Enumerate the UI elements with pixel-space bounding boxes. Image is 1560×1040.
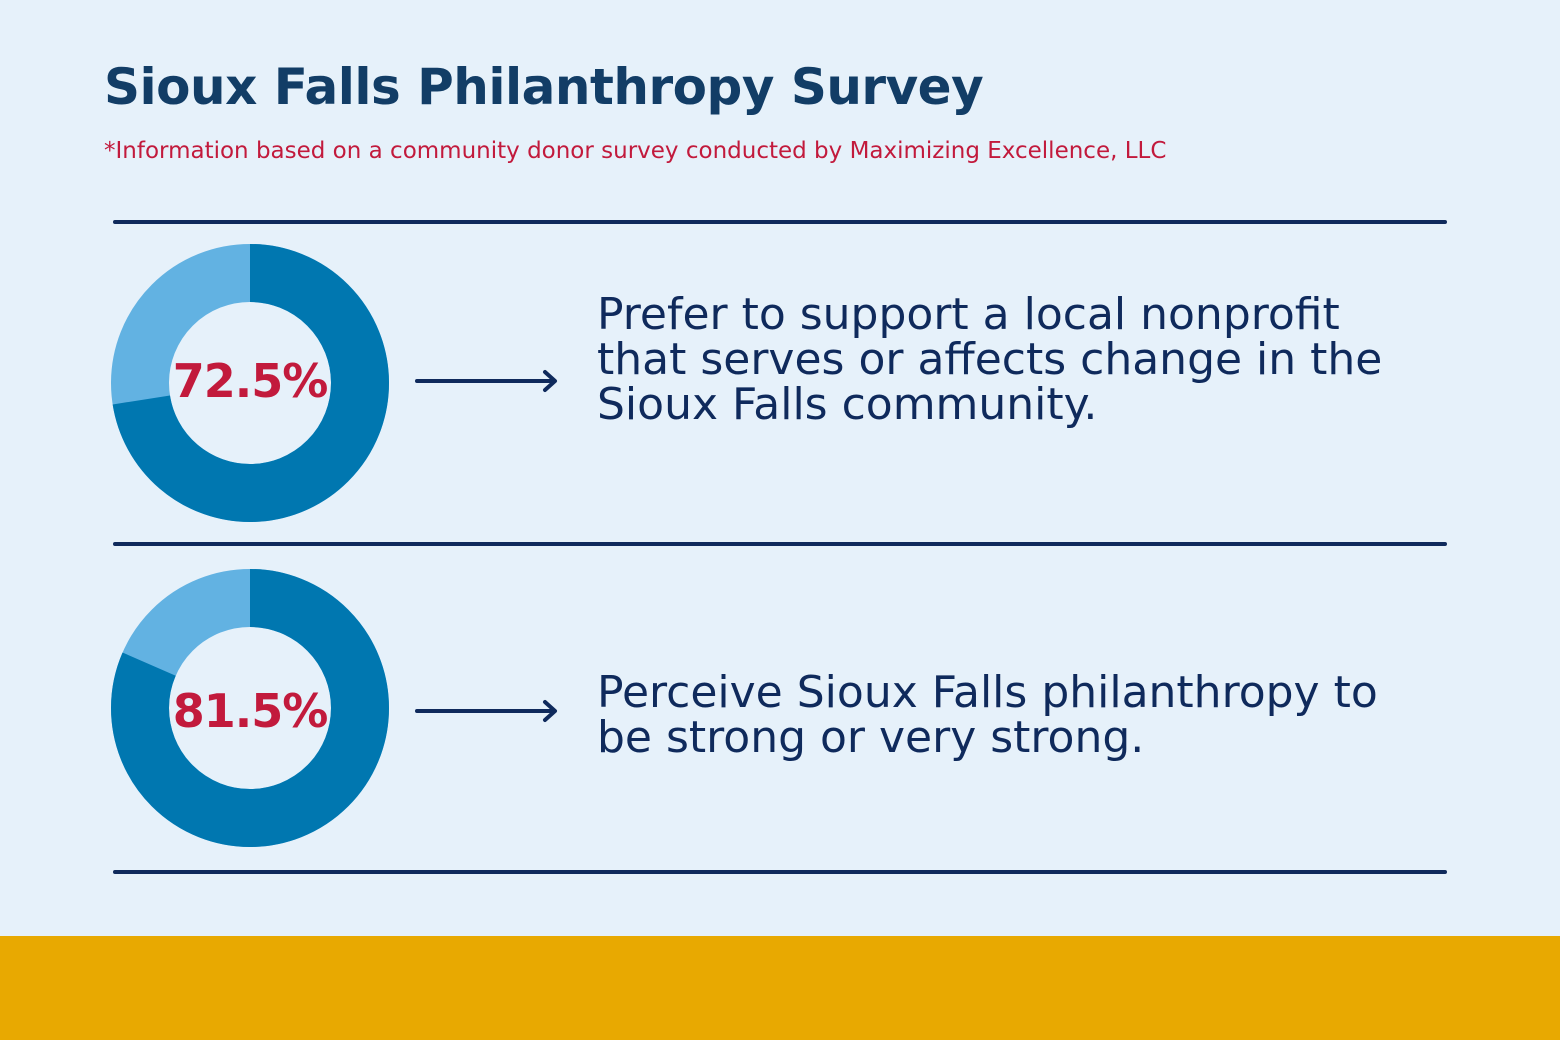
donut-chart-2 (111, 569, 389, 847)
stat-description-2: Perceive Sioux Falls philanthropy to be … (597, 667, 1378, 763)
arrow-right-icon (415, 700, 557, 722)
donut-chart-1 (111, 244, 389, 522)
donut-2-slice (111, 569, 389, 847)
footer-band (0, 936, 1560, 1040)
divider-middle (113, 542, 1447, 546)
divider-top (113, 220, 1447, 224)
arrow-right-icon (415, 370, 557, 392)
divider-bottom (113, 870, 1447, 874)
stat-percent-1: 72.5% (172, 354, 329, 408)
donut-1-slice (111, 244, 389, 522)
stat-description-1: Prefer to support a local nonprofit that… (597, 289, 1383, 430)
stat-percent-2: 81.5% (172, 684, 329, 738)
page-subtitle: *Information based on a community donor … (104, 138, 1167, 164)
page-title: Sioux Falls Philanthropy Survey (104, 58, 984, 116)
